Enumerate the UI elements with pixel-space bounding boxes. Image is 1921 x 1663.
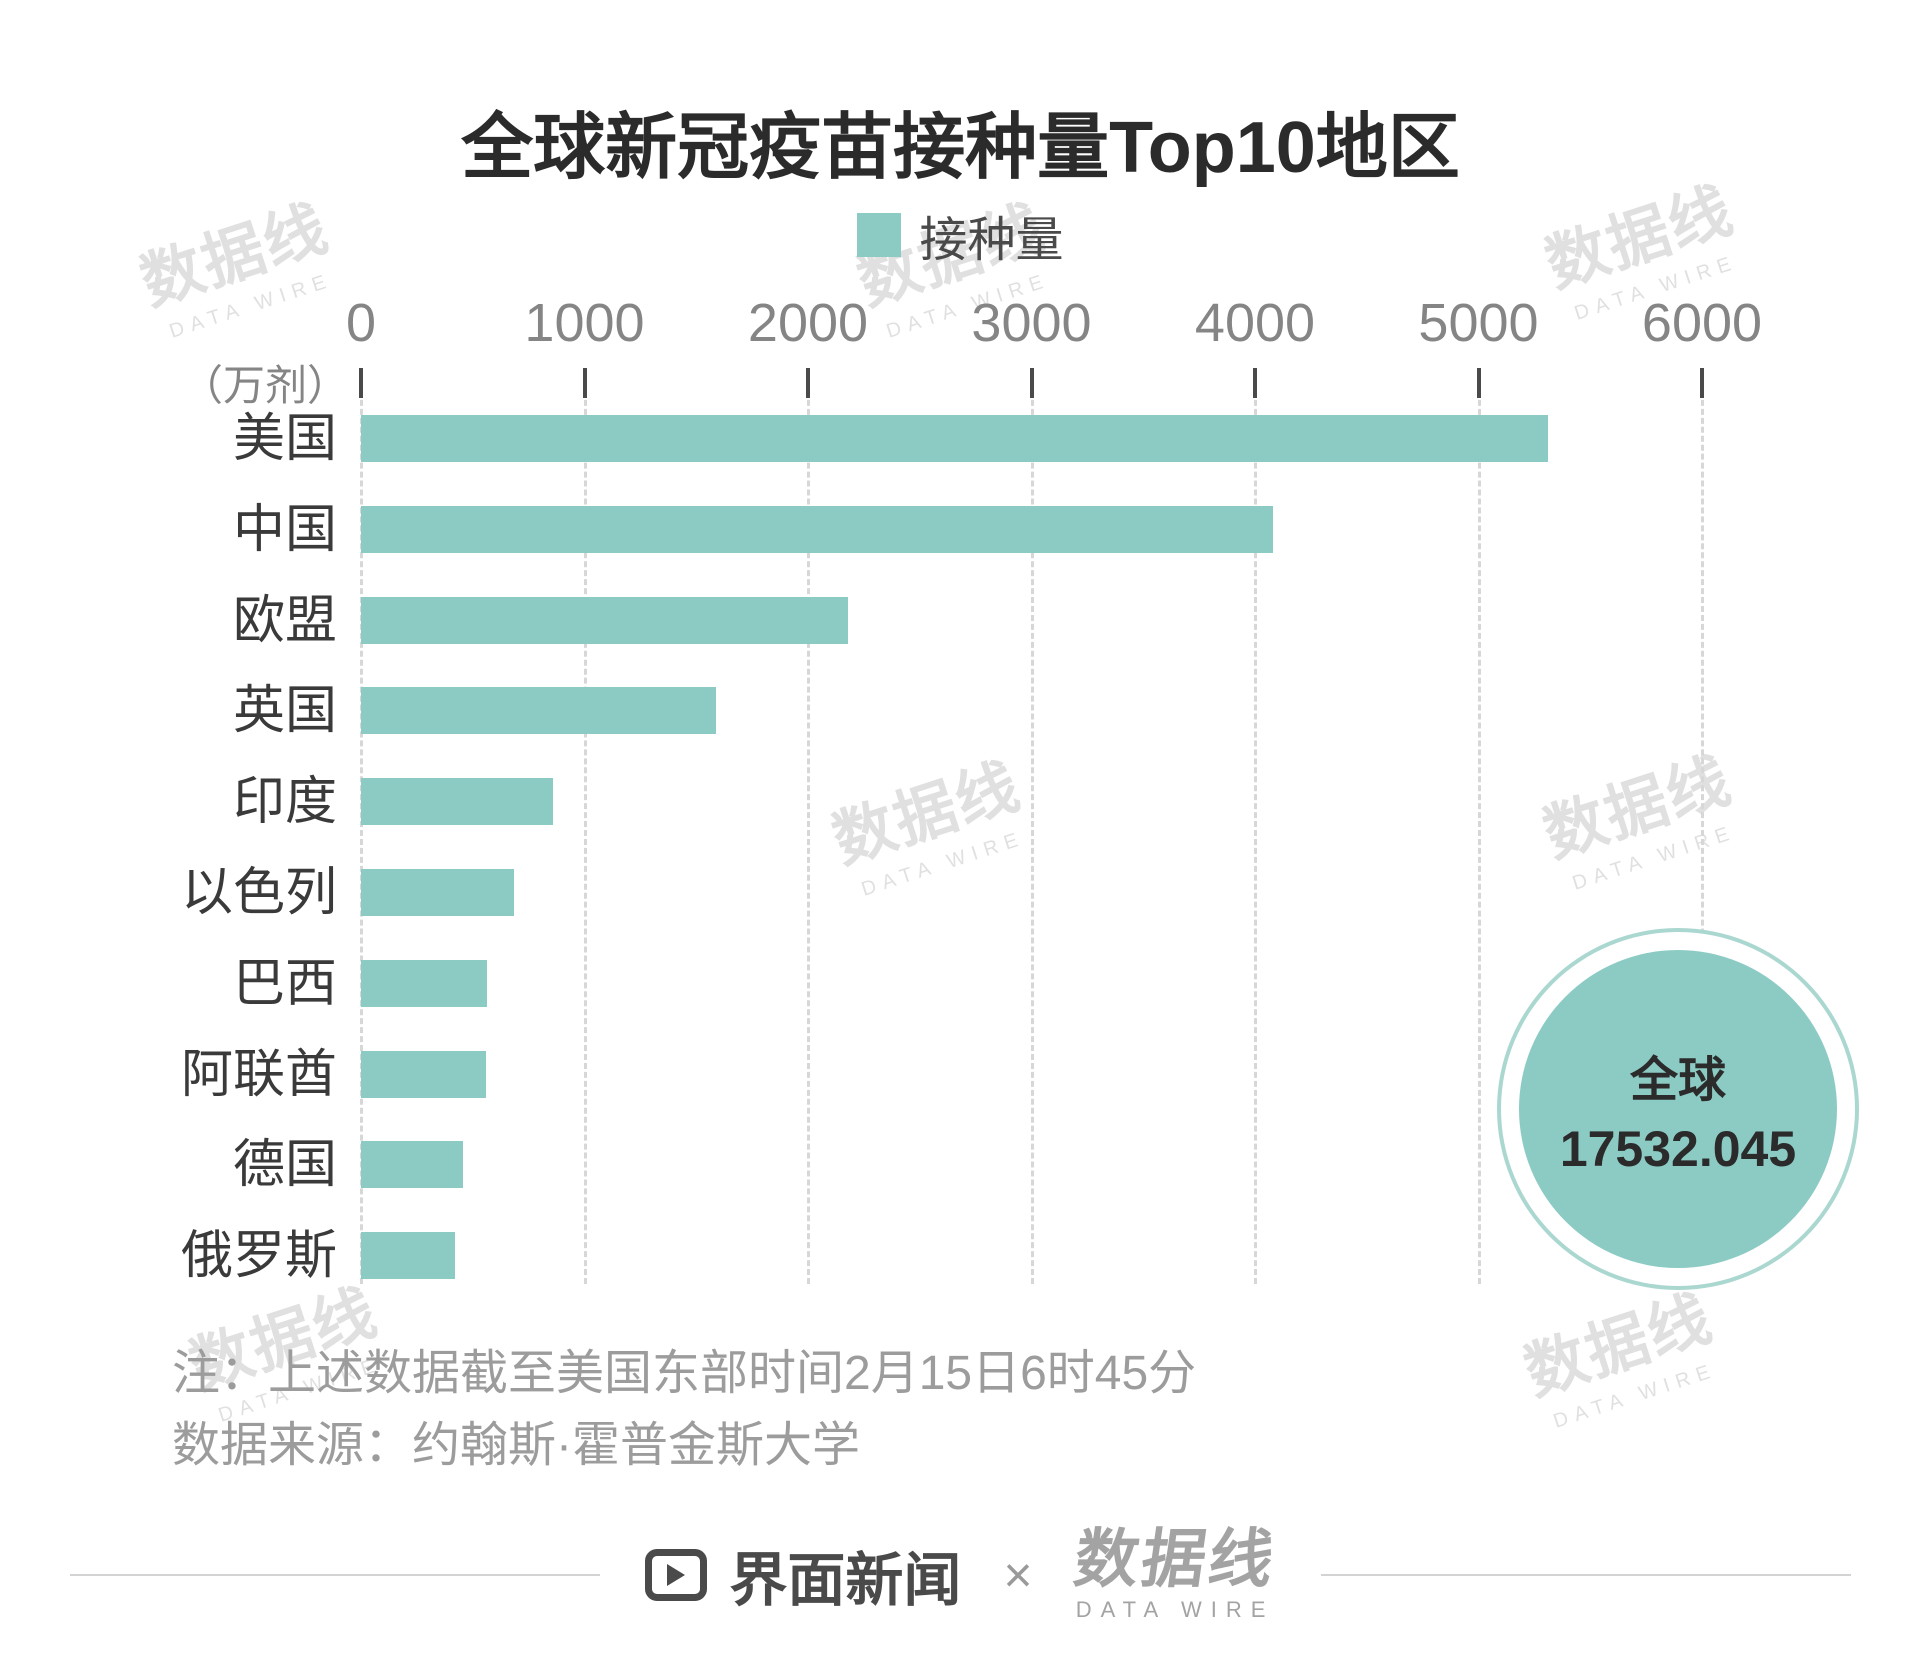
bar (361, 505, 1273, 553)
axis-unit-label: （万剂） (180, 362, 349, 409)
x-tick-label: 5000 (1418, 293, 1539, 353)
x-tick-mark (1029, 368, 1034, 398)
x-gridline (1701, 382, 1704, 1284)
footer-separator: × (1003, 1547, 1033, 1603)
bar-category-label: 英国 (232, 682, 337, 741)
jiemian-news-logo-text: 界面新闻 (729, 1548, 962, 1613)
footer: 界面新闻 × 数据线 DATA WIRE (0, 1515, 1921, 1635)
footer-rule-right (1320, 1574, 1851, 1576)
bar (361, 959, 488, 1007)
datawire-logo-subtext: DATA WIRE (1075, 1597, 1275, 1622)
x-gridline (1030, 382, 1034, 1284)
x-tick-mark (359, 368, 363, 398)
x-tick-mark (582, 368, 587, 398)
x-tick-label: 0 (345, 293, 377, 353)
legend-swatch (857, 213, 902, 257)
bar (361, 1232, 455, 1280)
bar-category-label: 阿联酋 (180, 1045, 337, 1104)
note-data-source: 数据来源：约翰斯·霍普金斯大学 (172, 1419, 860, 1472)
bar (361, 1050, 487, 1098)
x-tick-label: 6000 (1641, 293, 1763, 353)
bar-category-label: 巴西 (232, 954, 337, 1013)
x-tick-mark (1476, 368, 1481, 398)
bar-category-label: 俄罗斯 (180, 1227, 337, 1286)
x-gridline (583, 382, 587, 1284)
x-tick-label: 4000 (1194, 293, 1316, 353)
bar-category-label: 印度 (232, 773, 337, 832)
bar-category-label: 中国 (232, 500, 337, 559)
x-gridline (807, 382, 810, 1284)
x-gridline (1477, 382, 1481, 1284)
x-gridline (1254, 382, 1257, 1284)
bar-category-label: 以色列 (180, 864, 337, 922)
footer-rule-left (70, 1574, 601, 1576)
x-tick-mark (1253, 368, 1257, 398)
play-icon (667, 1564, 686, 1586)
x-tick-mark (1700, 368, 1704, 398)
note-cutoff-time: 注：上述数据截至美国东部时间2月15日6时45分 (172, 1347, 1197, 1400)
bar-category-label: 欧盟 (232, 591, 337, 650)
badge-label: 全球 (1629, 1054, 1726, 1107)
global-total-badge: 全球 17532.045 (1519, 950, 1837, 1268)
bar-category-label: 美国 (232, 410, 337, 468)
x-gridline (360, 382, 363, 1284)
datawire-logo-text: 数据线 (1069, 1523, 1281, 1595)
x-tick-label: 3000 (971, 293, 1092, 353)
datawire-logo: 数据线 DATA WIRE (1070, 1523, 1281, 1623)
bar (361, 687, 717, 735)
bar (361, 415, 1548, 462)
legend-label: 接种量 (919, 214, 1064, 267)
bar (361, 869, 515, 916)
chart-legend: 接种量 (0, 200, 1921, 270)
bar (361, 1141, 463, 1189)
footer-brand-group: 界面新闻 × 数据线 DATA WIRE (645, 1523, 1281, 1623)
jiemian-news-icon (645, 1549, 708, 1601)
x-tick-mark (806, 368, 810, 398)
bar (361, 596, 849, 644)
x-tick-label: 2000 (747, 293, 869, 353)
page-title: 全球新冠疫苗接种量Top10地区 (461, 108, 1460, 188)
bar (361, 778, 554, 826)
x-tick-label: 1000 (524, 293, 645, 353)
badge-value: 17532.045 (1559, 1121, 1797, 1177)
bar-category-label: 德国 (232, 1136, 337, 1195)
footnotes: 注：上述数据截至美国东部时间2月15日6时45分 数据来源：约翰斯·霍普金斯大学 (172, 1338, 1196, 1482)
